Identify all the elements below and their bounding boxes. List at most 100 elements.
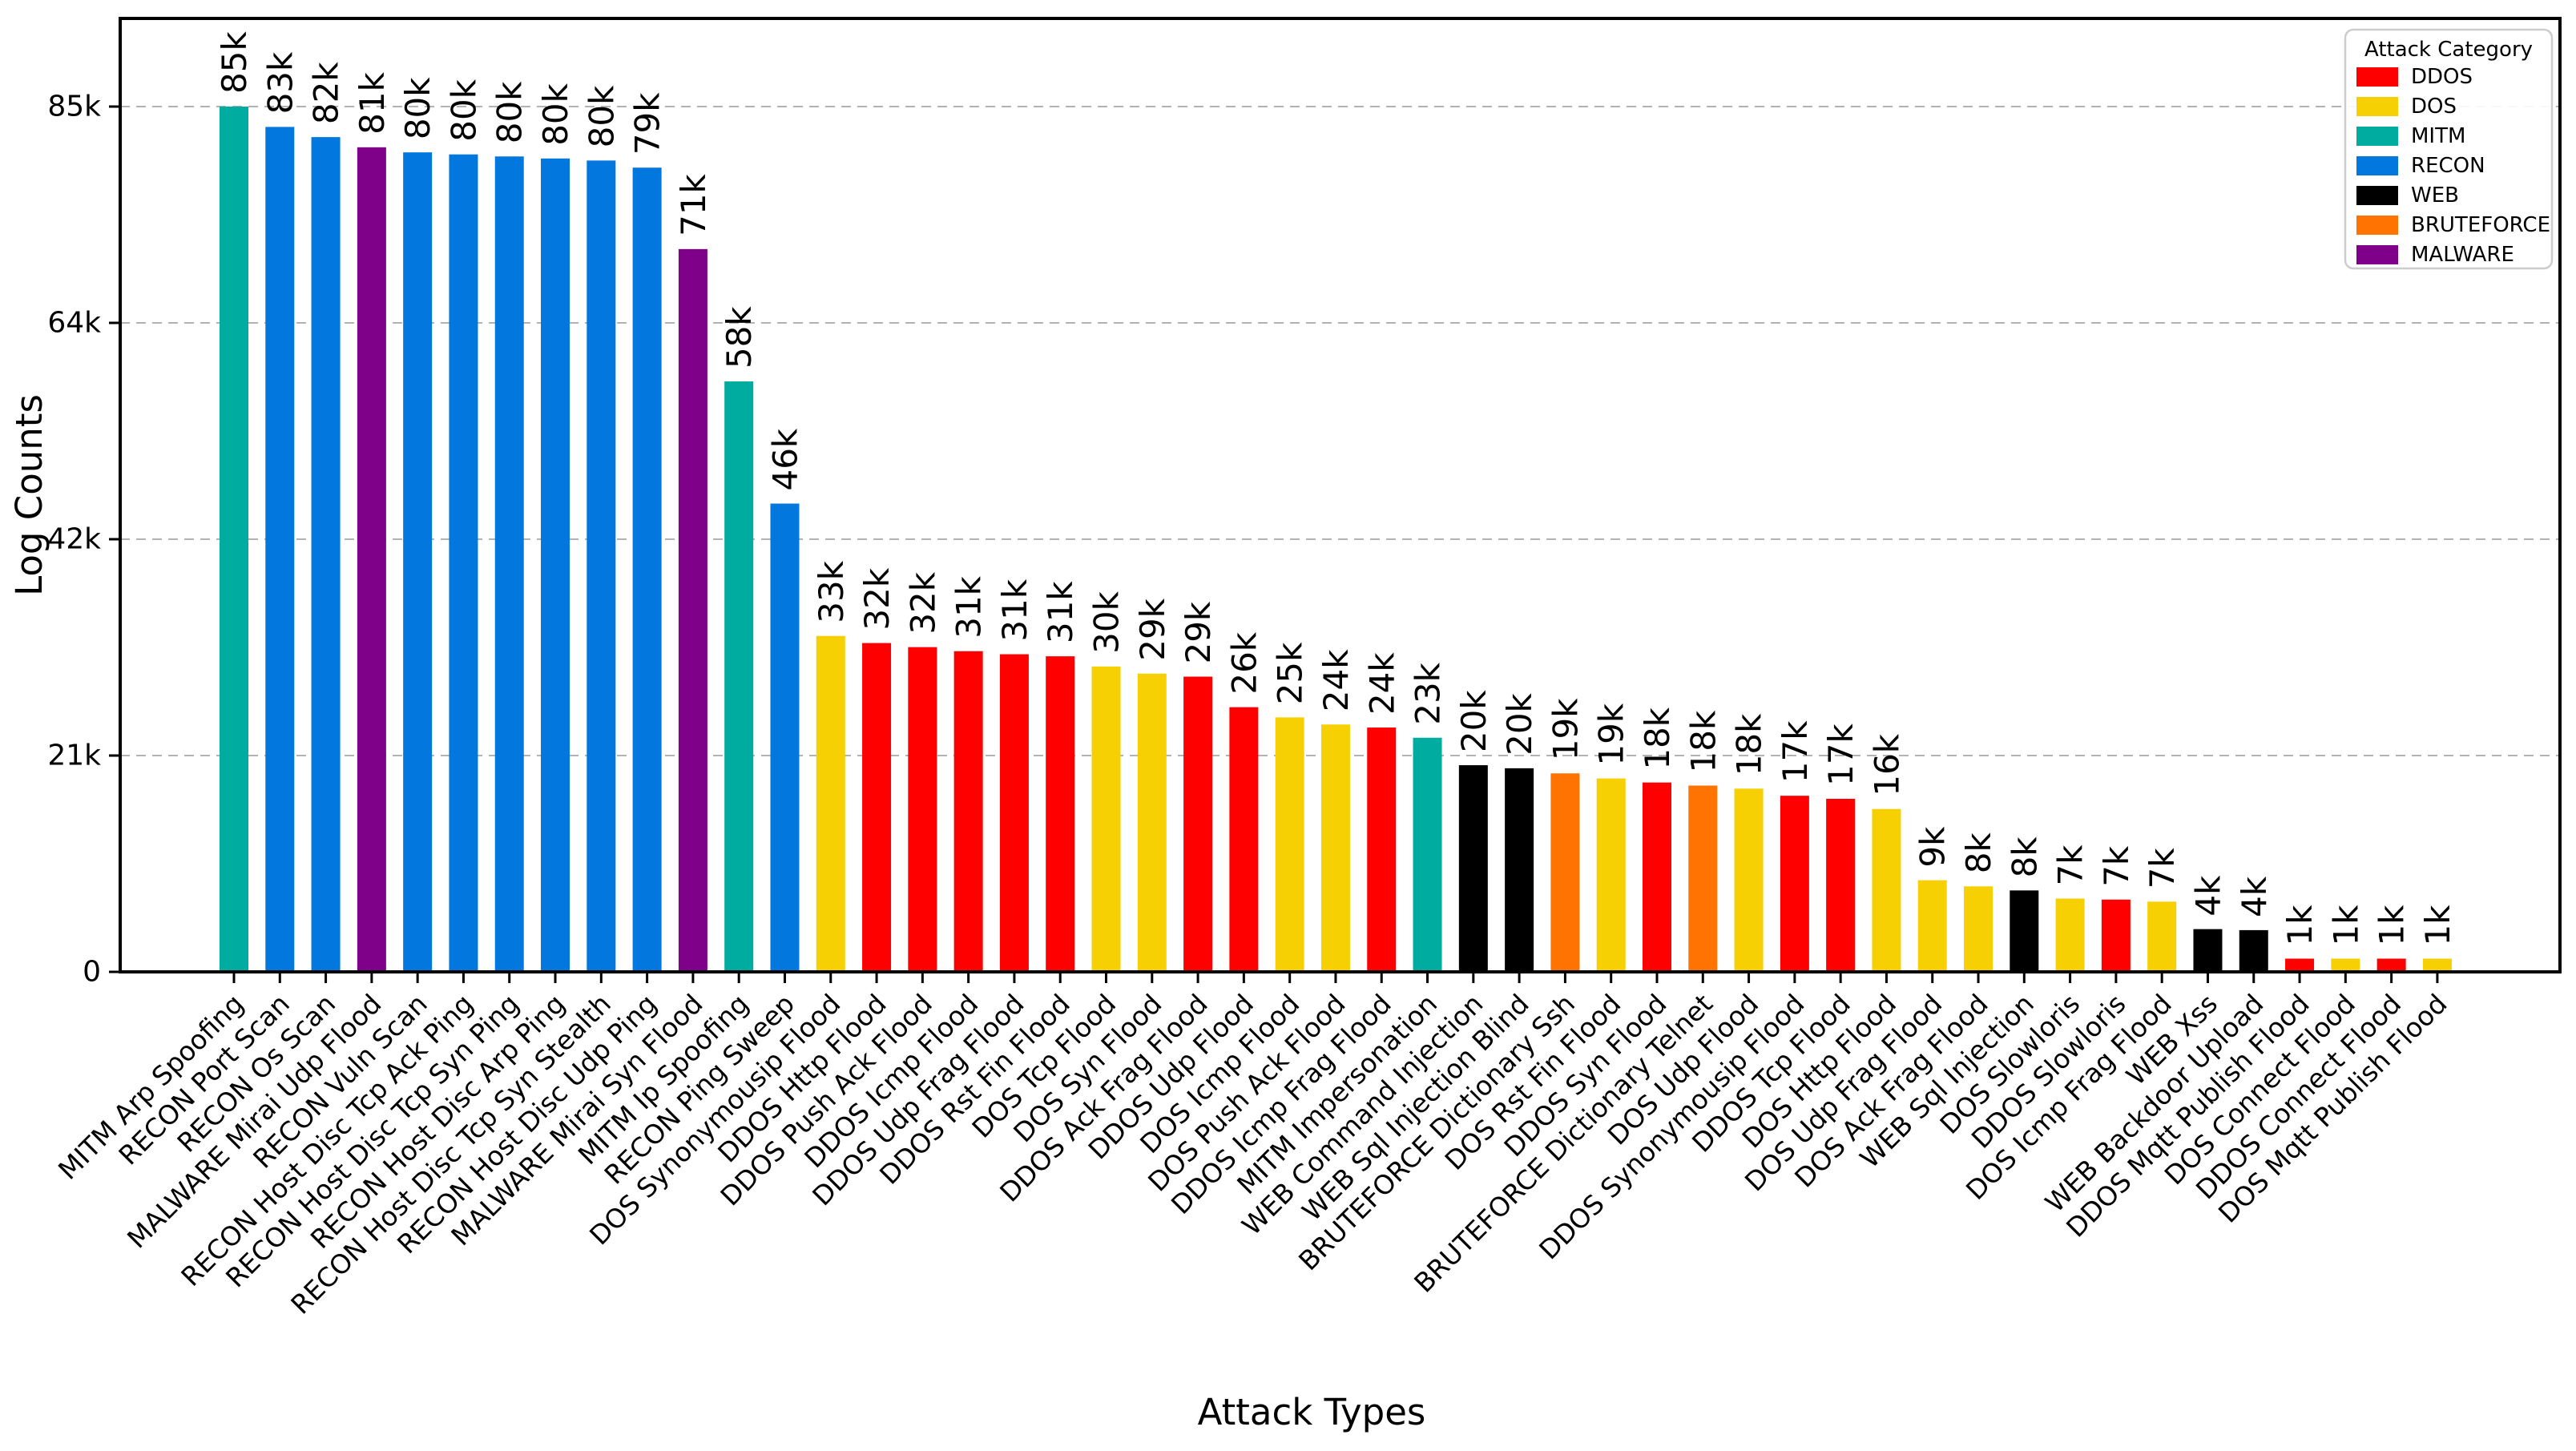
bar-value-label: 80k <box>582 85 621 147</box>
bar <box>632 167 662 972</box>
bar <box>1734 788 1764 972</box>
bar-value-label: 24k <box>1316 649 1356 711</box>
x-axis-title: Attack Types <box>1198 1391 1426 1433</box>
bar-value-label: 8k <box>2005 836 2044 878</box>
bar-value-label: 7k <box>2051 844 2090 886</box>
bar <box>908 647 937 972</box>
bar-value-label: 79k <box>628 92 667 155</box>
bar-value-label: 30k <box>1087 590 1127 653</box>
bar <box>953 651 983 972</box>
bar-value-label: 26k <box>1224 631 1264 694</box>
bar <box>1275 717 1304 972</box>
bar <box>1091 666 1121 972</box>
bar <box>2331 958 2360 972</box>
y-tick-label: 42k <box>47 523 101 556</box>
bar-value-label: 18k <box>1638 707 1677 769</box>
legend-swatch <box>2356 127 2398 146</box>
bar <box>1964 886 1993 972</box>
bar <box>1229 707 1259 972</box>
bar <box>220 107 248 972</box>
bar-value-label: 83k <box>260 51 300 114</box>
bar <box>999 654 1029 972</box>
bar <box>1872 808 1901 972</box>
legend-swatch <box>2356 245 2398 264</box>
bar-value-label: 20k <box>1500 692 1539 755</box>
bar <box>265 127 295 973</box>
y-tick-label: 85k <box>47 91 101 123</box>
legend-label: WEB <box>2411 183 2459 208</box>
bar-value-label: 4k <box>2235 876 2274 917</box>
bar-value-label: 7k <box>2097 845 2136 887</box>
bar <box>770 503 800 972</box>
bar <box>2101 899 2131 972</box>
bar <box>1320 724 1350 972</box>
bar-value-label: 4k <box>2188 875 2227 917</box>
bar <box>494 156 524 973</box>
bar <box>1183 676 1213 972</box>
bar-value-label: 1k <box>2326 905 2365 946</box>
bar <box>357 147 386 973</box>
bar <box>1458 765 1488 972</box>
bar-value-label: 19k <box>1546 698 1585 760</box>
bar-value-label: 17k <box>1776 720 1815 783</box>
bar <box>1413 737 1442 972</box>
bar-value-label: 29k <box>1179 601 1218 663</box>
bar <box>2147 901 2177 972</box>
bar <box>1550 773 1580 972</box>
bar-value-label: 80k <box>398 77 437 139</box>
bar <box>1642 782 1671 972</box>
bar <box>1137 673 1167 972</box>
bar <box>311 137 341 972</box>
bar <box>816 635 845 972</box>
bar-value-label: 58k <box>720 306 759 369</box>
y-tick-label: 0 <box>83 956 101 989</box>
bar-value-label: 46k <box>765 428 804 490</box>
legend-swatch <box>2356 216 2398 235</box>
bar-value-label: 18k <box>1730 713 1769 776</box>
bar <box>587 160 616 972</box>
bar-value-label: 31k <box>995 578 1034 641</box>
bar <box>541 158 570 973</box>
bar <box>449 154 478 972</box>
bar <box>2376 958 2406 972</box>
legend-label: BRUTEFORCE <box>2411 213 2550 237</box>
legend-label: DOS <box>2411 95 2457 119</box>
bar <box>678 248 707 973</box>
bar <box>1688 785 1718 972</box>
bar-value-label: 31k <box>1041 581 1080 643</box>
bar <box>2055 898 2085 972</box>
y-tick-label: 21k <box>47 740 101 772</box>
bar-value-label: 33k <box>812 560 851 623</box>
bar-value-label: 81k <box>353 71 392 134</box>
legend-swatch <box>2356 67 2398 87</box>
legend-swatch <box>2356 97 2398 116</box>
plot-border <box>119 17 2562 973</box>
bar-value-label: 1k <box>2372 905 2412 946</box>
bar <box>1596 778 1626 972</box>
bar <box>403 152 433 973</box>
bar <box>1917 880 1947 972</box>
bar <box>2193 929 2223 972</box>
legend-swatch <box>2356 156 2398 175</box>
bar <box>1505 768 1534 972</box>
bar <box>2422 958 2452 972</box>
bar <box>2010 890 2039 972</box>
bar-value-label: 8k <box>1959 832 1998 874</box>
bar-value-label: 23k <box>1409 662 1448 724</box>
legend-box <box>2344 28 2554 270</box>
y-axis-title: Log Counts <box>8 394 50 596</box>
legend-label: DDOS <box>2411 65 2473 89</box>
y-tick-label: 64k <box>47 307 101 340</box>
bar-value-label: 32k <box>903 571 942 634</box>
bar-value-label: 25k <box>1271 642 1310 704</box>
bar-value-label: 29k <box>1133 598 1172 660</box>
bar <box>1046 656 1075 972</box>
bar-value-label: 1k <box>2280 905 2320 946</box>
legend-label: RECON <box>2411 154 2485 178</box>
bar <box>2239 929 2268 972</box>
bar-value-label: 18k <box>1683 710 1723 772</box>
bar <box>862 643 892 972</box>
bar-value-label: 80k <box>490 81 530 143</box>
legend-label: MALWARE <box>2411 243 2514 267</box>
